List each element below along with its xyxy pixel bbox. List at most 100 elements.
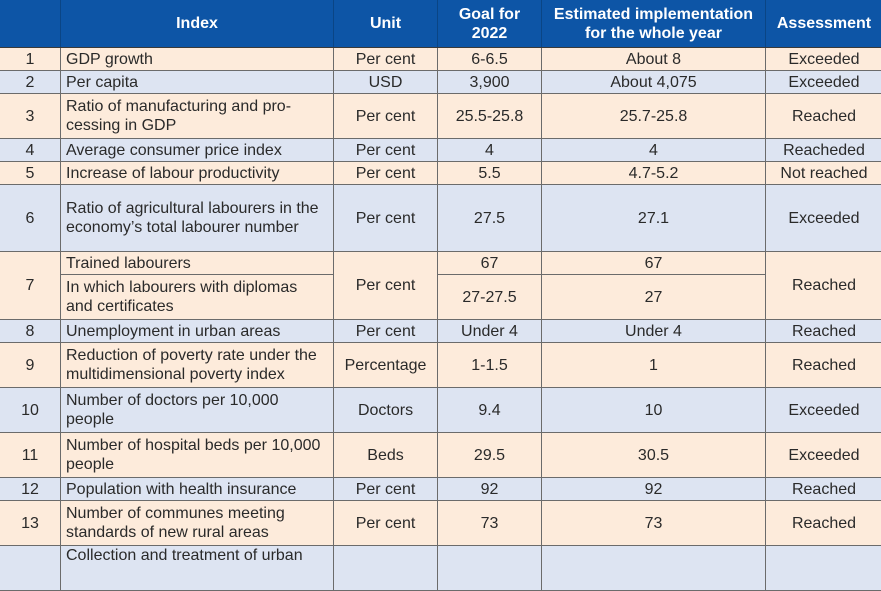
cell-index: Unemployment in urban areas [61, 320, 334, 343]
table-row: 10 Number of doctors per 10,000 people D… [0, 388, 881, 433]
cell-goal: 29.5 [438, 433, 542, 478]
table-row: 5 Increase of labour productivity Per ce… [0, 162, 881, 185]
cell-goal: Under 4 [438, 320, 542, 343]
cell-index: Per capita [61, 71, 334, 94]
header-row: Index Unit Goal for 2022 Estimated imple… [0, 0, 881, 48]
cell-assessment: Exceeded [766, 71, 881, 94]
cell-index: Population with health insurance [61, 478, 334, 501]
cell-estimated: 27 [542, 275, 766, 320]
cell-estimated: 30.5 [542, 433, 766, 478]
cell-estimated: About 8 [542, 48, 766, 71]
table-row: 7 Trained labourers Per cent 67 67 Reach… [0, 252, 881, 275]
cell-index: Number of communes meeting standards of … [61, 501, 334, 546]
table-row: 6 Ratio of agricultural labourers in the… [0, 185, 881, 252]
cell-estimated: 1 [542, 343, 766, 388]
cell-assessment: Not reached [766, 162, 881, 185]
header-unit: Unit [334, 0, 438, 48]
cell-no: 6 [0, 185, 61, 252]
table-row: 3 Ratio of manufacturing and pro-cessing… [0, 94, 881, 139]
cell-index: Average consumer price index [61, 139, 334, 162]
cell-unit: Per cent [334, 252, 438, 320]
cell-index: Number of doctors per 10,000 people [61, 388, 334, 433]
cell-goal: 73 [438, 501, 542, 546]
table-subrow: In which labourers with diplomas and cer… [0, 275, 881, 320]
table-row: 2 Per capita USD 3,900 About 4,075 Excee… [0, 71, 881, 94]
header-assessment: Assessment [766, 0, 881, 48]
cell-no: 10 [0, 388, 61, 433]
cell-goal: 9.4 [438, 388, 542, 433]
cell-goal: 4 [438, 139, 542, 162]
cell-index: Increase of labour productivity [61, 162, 334, 185]
cell-goal: 27-27.5 [438, 275, 542, 320]
cell-estimated [542, 546, 766, 591]
cell-no [0, 546, 61, 591]
cell-estimated: About 4,075 [542, 71, 766, 94]
cell-goal: 25.5-25.8 [438, 94, 542, 139]
cell-no: 13 [0, 501, 61, 546]
table-row: 13 Number of communes meeting standards … [0, 501, 881, 546]
cell-assessment: Reached [766, 501, 881, 546]
cell-unit: Per cent [334, 185, 438, 252]
cell-unit: Per cent [334, 501, 438, 546]
cell-estimated: 25.7-25.8 [542, 94, 766, 139]
cell-assessment: Exceeded [766, 48, 881, 71]
cell-index: Trained labourers [61, 252, 334, 275]
cell-estimated: 92 [542, 478, 766, 501]
cell-unit: Per cent [334, 162, 438, 185]
cell-index: Collection and treatment of urban [61, 546, 334, 591]
cell-no: 9 [0, 343, 61, 388]
table-row: 8 Unemployment in urban areas Per cent U… [0, 320, 881, 343]
cell-estimated: 67 [542, 252, 766, 275]
cell-unit: Per cent [334, 320, 438, 343]
cell-assessment [766, 546, 881, 591]
cell-no: 8 [0, 320, 61, 343]
cell-unit: USD [334, 71, 438, 94]
cell-goal: 5.5 [438, 162, 542, 185]
header-index: Index [61, 0, 334, 48]
cell-index: GDP growth [61, 48, 334, 71]
cell-index: Ratio of agricultural labourers in the e… [61, 185, 334, 252]
cell-unit: Per cent [334, 478, 438, 501]
cell-assessment: Reached [766, 478, 881, 501]
cell-assessment: Reacheded [766, 139, 881, 162]
cell-no: 7 [0, 252, 61, 320]
cell-estimated: 10 [542, 388, 766, 433]
cell-goal: 1-1.5 [438, 343, 542, 388]
cell-assessment: Exceeded [766, 388, 881, 433]
cell-goal [438, 546, 542, 591]
cell-goal: 67 [438, 252, 542, 275]
cell-unit: Beds [334, 433, 438, 478]
cell-no: 2 [0, 71, 61, 94]
header-no [0, 0, 61, 48]
header-estimated: Estimated implementation for the whole y… [542, 0, 766, 48]
cell-estimated: 73 [542, 501, 766, 546]
cell-assessment: Reached [766, 94, 881, 139]
cell-no: 4 [0, 139, 61, 162]
table-row: 1 GDP growth Per cent 6-6.5 About 8 Exce… [0, 48, 881, 71]
cell-unit: Doctors [334, 388, 438, 433]
cell-goal: 3,900 [438, 71, 542, 94]
table-row: 9 Reduction of poverty rate under the mu… [0, 343, 881, 388]
table-row: 12 Population with health insurance Per … [0, 478, 881, 501]
cell-index: Number of hospital beds per 10,000 peopl… [61, 433, 334, 478]
table-row: Collection and treatment of urban [0, 546, 881, 591]
cell-index: In which labourers with diplomas and cer… [61, 275, 334, 320]
table-row: 4 Average consumer price index Per cent … [0, 139, 881, 162]
cell-index: Ratio of manufacturing and pro-cessing i… [61, 94, 334, 139]
cell-estimated: 4.7-5.2 [542, 162, 766, 185]
cell-estimated: 27.1 [542, 185, 766, 252]
cell-goal: 6-6.5 [438, 48, 542, 71]
cell-estimated: Under 4 [542, 320, 766, 343]
cell-assessment: Reached [766, 252, 881, 320]
cell-unit: Per cent [334, 94, 438, 139]
cell-assessment: Reached [766, 320, 881, 343]
cell-assessment: Exceeded [766, 433, 881, 478]
cell-goal: 92 [438, 478, 542, 501]
cell-no: 5 [0, 162, 61, 185]
cell-assessment: Exceeded [766, 185, 881, 252]
cell-unit: Per cent [334, 48, 438, 71]
cell-unit: Percentage [334, 343, 438, 388]
cell-no: 1 [0, 48, 61, 71]
cell-no: 3 [0, 94, 61, 139]
